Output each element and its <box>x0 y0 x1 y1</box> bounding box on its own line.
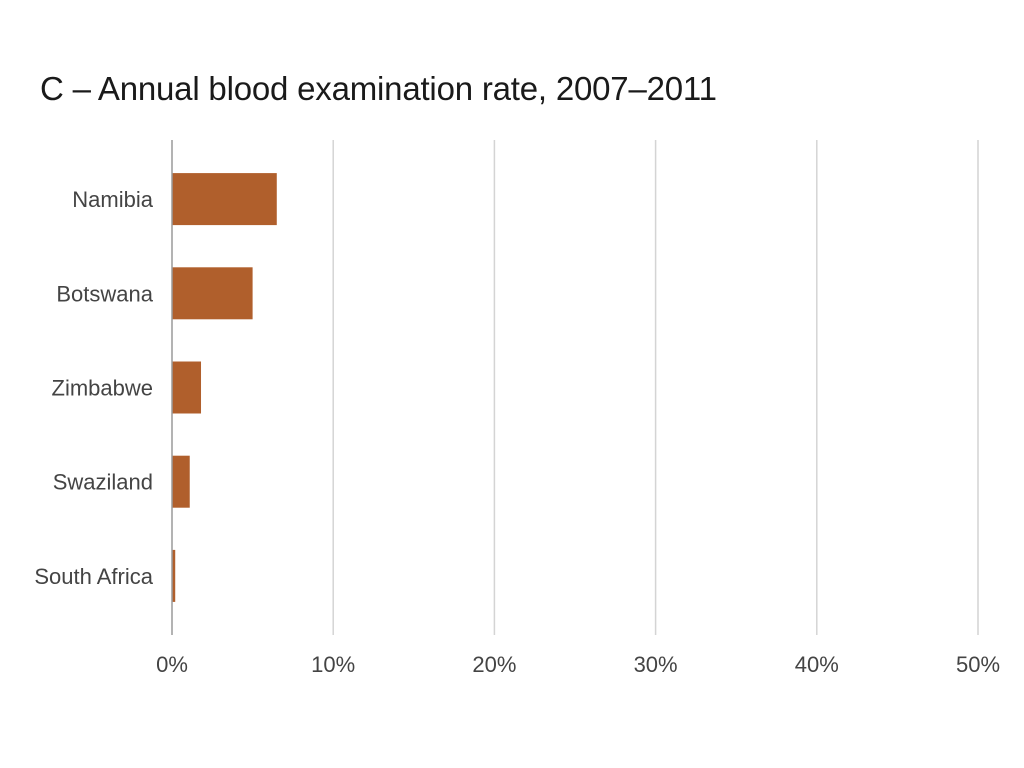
x-tick-label: 0% <box>156 652 188 677</box>
x-tick-label: 10% <box>311 652 355 677</box>
bar <box>172 173 277 226</box>
bar <box>172 267 253 320</box>
bar <box>172 361 202 414</box>
category-label: Botswana <box>56 281 153 306</box>
x-tick-label: 20% <box>472 652 516 677</box>
x-tick-labels: 0% 10% 20% 30% 40% 50% <box>156 652 1000 677</box>
bar <box>172 455 190 508</box>
category-labels: Namibia Botswana Zimbabwe Swaziland South Af… <box>34 187 153 589</box>
category-label: Swaziland <box>53 470 153 495</box>
bars <box>172 173 277 602</box>
category-label: South Africa <box>34 564 153 589</box>
x-tick-label: 30% <box>634 652 678 677</box>
chart-title: C – Annual blood examination rate, 2007–… <box>40 70 717 107</box>
category-label: Namibia <box>72 187 153 212</box>
category-label: Zimbabwe <box>52 376 153 401</box>
x-tick-label: 50% <box>956 652 1000 677</box>
bar <box>172 549 176 602</box>
x-tick-label: 40% <box>795 652 839 677</box>
grid-lines <box>332 140 979 635</box>
